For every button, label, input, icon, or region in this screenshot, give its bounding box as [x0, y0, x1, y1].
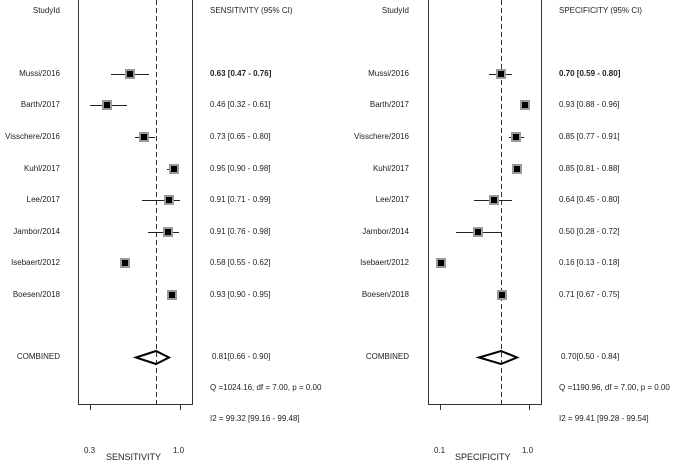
study-name: Barth/2017 [20, 100, 60, 109]
study-estimate: 0.91 [0.76 - 0.98] [210, 227, 271, 236]
study-name: Boesen/2018 [361, 290, 409, 299]
study-estimate: 0.85 [0.81 - 0.88] [559, 164, 620, 173]
study-estimate: 0.93 [0.90 - 0.95] [210, 290, 271, 299]
estimate-column-header: SPECIFICITY (95% CI) [559, 6, 642, 15]
estimate-column-header: SENSITIVITY (95% CI) [210, 6, 293, 15]
i2-stat: I2 = 99.32 [99.16 - 99.48] [210, 414, 300, 423]
study-name: Isebaert/2012 [11, 258, 60, 267]
x-tick-label: 1.0 [522, 446, 534, 455]
study-estimate: 0.63 [0.47 - 0.76] [210, 69, 272, 78]
study-name: Mussi/2016 [368, 69, 409, 78]
study-estimate: 0.95 [0.90 - 0.98] [210, 164, 271, 173]
study-name: Kuhl/2017 [23, 164, 60, 173]
combined-diamond [475, 349, 520, 366]
combined-label: COMBINED [365, 352, 409, 361]
study-estimate: 0.50 [0.28 - 0.72] [559, 227, 620, 236]
combined-label: COMBINED [16, 352, 60, 361]
study-markers [102, 69, 179, 300]
study-name: Mussi/2016 [19, 69, 60, 78]
combined-estimate: 0.70[0.50 - 0.84] [561, 352, 620, 361]
study-estimate: 0.71 [0.67 - 0.75] [559, 290, 620, 299]
study-name: Lee/2017 [26, 195, 60, 204]
study-estimate: 0.16 [0.13 - 0.18] [559, 258, 620, 267]
study-name: Kuhl/2017 [372, 164, 409, 173]
study-estimate: 0.93 [0.88 - 0.96] [559, 100, 620, 109]
sensitivity-plot [78, 0, 193, 410]
study-estimate: 0.91 [0.71 - 0.99] [210, 195, 271, 204]
study-estimate: 0.85 [0.77 - 0.91] [559, 132, 620, 141]
study-estimate: 0.70 [0.59 - 0.80] [559, 69, 621, 78]
x-axis-label: SPECIFICITY [455, 452, 511, 462]
study-column-header: StudyId [381, 6, 409, 15]
combined-estimate: 0.81[0.66 - 0.90] [212, 352, 271, 361]
x-tick-label: 1.0 [173, 446, 185, 455]
study-estimate: 0.64 [0.45 - 0.80] [559, 195, 620, 204]
study-name: Lee/2017 [375, 195, 409, 204]
study-name: Jambor/2014 [13, 227, 60, 236]
study-name: Visschere/2016 [354, 132, 409, 141]
study-name: Barth/2017 [369, 100, 409, 109]
study-estimate: 0.46 [0.32 - 0.61] [210, 100, 271, 109]
specificity-plot [428, 0, 542, 410]
study-column-header: StudyId [32, 6, 60, 15]
study-estimate: 0.58 [0.55 - 0.62] [210, 258, 271, 267]
x-axis-label: SENSITIVITY [106, 452, 162, 462]
study-markers [436, 69, 530, 300]
study-estimate: 0.73 [0.65 - 0.80] [210, 132, 271, 141]
study-name: Jambor/2014 [362, 227, 409, 236]
heterogeneity-stat: Q =1190.96, df = 7.00, p = 0.00 [559, 383, 670, 392]
study-name: Boesen/2018 [12, 290, 60, 299]
x-tick-label: 0.3 [84, 446, 96, 455]
combined-diamond [132, 349, 172, 366]
i2-stat: I2 = 99.41 [99.28 - 99.54] [559, 414, 649, 423]
study-name: Visschere/2016 [5, 132, 60, 141]
study-name: Isebaert/2012 [360, 258, 409, 267]
heterogeneity-stat: Q =1024.16, df = 7.00, p = 0.00 [210, 383, 322, 392]
x-tick-label: 0.1 [434, 446, 446, 455]
